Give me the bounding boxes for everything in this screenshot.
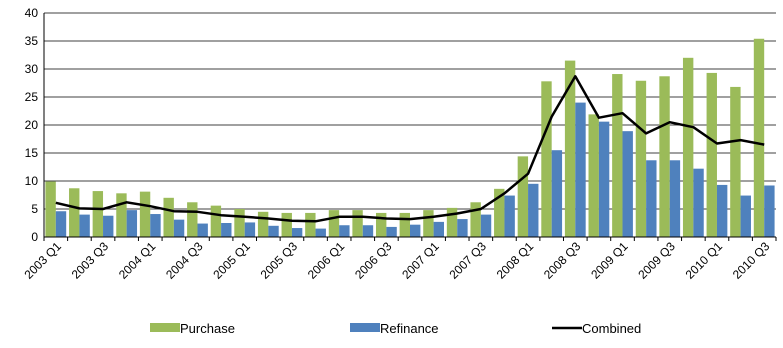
refinance-bar [386,226,397,237]
x-tick-label: 2003 Q3 [69,239,112,282]
purchase-bar [163,197,174,237]
purchase-bar [682,57,694,237]
refinance-bar [716,184,728,237]
purchase-bar [92,191,104,237]
refinance-bar [504,195,515,237]
y-tick-label: 40 [25,6,39,20]
purchase-bar [564,60,576,237]
purchase-bar [517,156,529,237]
purchase-bar [139,191,151,237]
refinance-bar [126,210,138,237]
purchase-bar [612,74,623,237]
refinance-bar [221,223,232,237]
y-tick-label: 10 [25,174,39,188]
refinance-bar [551,150,563,237]
x-tick-label: 2010 Q3 [730,239,773,282]
purchase-bar [116,193,127,237]
refinance-bar [150,214,161,237]
purchase-bar [446,207,458,237]
refinance-bar [173,219,185,237]
legend-swatch-refinance [350,323,380,332]
purchase-bar [423,210,434,237]
y-tick-label: 5 [31,202,38,216]
refinance-bar [268,225,279,237]
y-tick-label: 20 [25,118,39,132]
y-tick-label: 0 [31,230,38,244]
purchase-bar [659,76,670,237]
refinance-bar [669,160,681,237]
y-tick-label: 30 [25,62,39,76]
purchase-bar [69,188,80,237]
refinance-bar [315,228,326,237]
refinance-bar [764,185,775,237]
refinance-bar [197,223,208,237]
refinance-bar [622,131,633,237]
purchase-bar [257,211,269,237]
x-tick-label: 2009 Q1 [588,239,631,282]
refinance-bar [433,221,445,237]
purchase-bar [210,205,222,237]
purchase-bar [328,210,340,237]
purchase-bar [234,209,245,237]
x-tick-label: 2008 Q3 [541,239,584,282]
refinance-bar [598,121,610,237]
refinance-bar [457,219,468,237]
purchase-bar [187,202,198,237]
x-tick-label: 2006 Q1 [305,239,348,282]
y-tick-label: 25 [25,90,39,104]
x-tick-label: 2007 Q3 [447,239,490,282]
purchase-bar [730,86,741,237]
purchase-bar [281,212,292,237]
purchase-bar [494,188,505,237]
refinance-bar [528,183,539,237]
x-tick-label: 2004 Q1 [116,239,159,282]
refinance-bar [362,225,374,237]
x-tick-label: 2005 Q1 [210,239,253,282]
refinance-bar [291,228,303,237]
purchase-bar [45,181,56,237]
purchase-bar [635,80,647,237]
legend-label-combined: Combined [582,321,641,336]
refinance-bar [480,214,492,237]
legend: Purchase Refinance Combined [150,321,641,336]
purchase-bar [753,38,765,238]
bars [45,38,775,238]
legend-label-purchase: Purchase [180,321,235,336]
legend-label-refinance: Refinance [380,321,439,336]
purchase-bar [375,212,387,237]
x-tick-label: 2009 Q3 [635,239,678,282]
x-tick-label: 2003 Q1 [21,239,64,282]
y-tick-label: 35 [25,34,39,48]
x-tick-label: 2008 Q1 [494,239,537,282]
purchase-bar [305,212,316,237]
y-tick-label: 15 [25,146,39,160]
x-tick-label: 2010 Q1 [683,239,726,282]
refinance-bar [103,215,114,237]
refinance-bar [339,225,350,237]
combined-line [55,75,765,223]
refinance-bar [79,214,90,237]
purchase-bar [399,212,410,237]
refinance-bar [55,211,67,237]
combined-line-layer [55,75,765,223]
x-tick-label: 2007 Q1 [399,239,442,282]
purchase-bar [706,72,717,237]
x-tick-label: 2005 Q3 [258,239,301,282]
purchase-bar [352,210,363,237]
purchase-bar [588,114,599,237]
refinance-bar [740,195,751,237]
purchase-bar [541,81,552,237]
x-tick-label: 2006 Q3 [352,239,395,282]
refinance-bar [410,224,421,237]
refinance-bar [244,222,256,237]
legend-swatch-purchase [150,323,180,332]
x-tick-label: 2004 Q3 [163,239,206,282]
purchase-bar [470,202,481,237]
refinance-bar [646,160,657,237]
refinance-bar [575,102,586,237]
refinance-bar [693,168,704,237]
